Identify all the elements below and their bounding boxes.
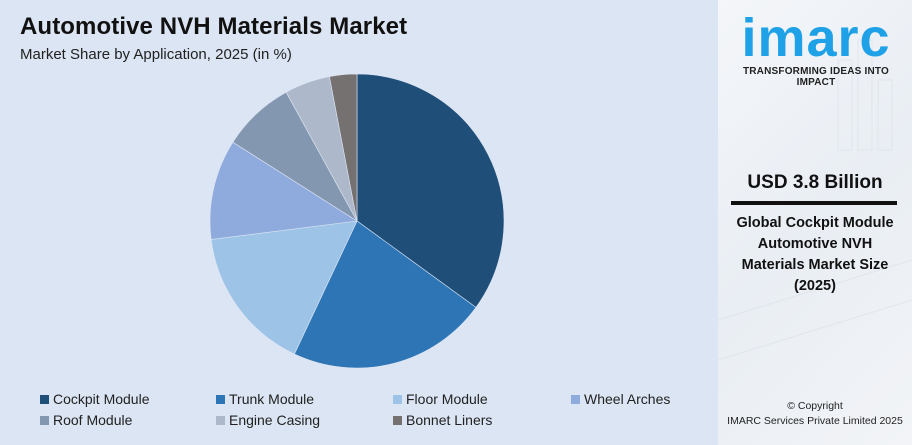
- description-line: Automotive NVH: [757, 236, 873, 252]
- legend-item-roof-module: Roof Module: [40, 412, 132, 428]
- copyright-line: IMARC Services Private Limited 2025: [727, 415, 903, 427]
- legend-swatch: [393, 394, 402, 404]
- legend-item-wheel-arches: Wheel Arches: [571, 391, 670, 407]
- description-line: Global Cockpit Module: [736, 215, 894, 231]
- legend-label: Engine Casing: [229, 412, 321, 428]
- pie-chart: [209, 73, 505, 369]
- background-chart-decoration: [718, 39, 912, 361]
- legend-swatch: [393, 415, 402, 425]
- legend-label: Bonnet Liners: [406, 412, 493, 428]
- description-line: Materials Market Size: [741, 257, 889, 273]
- chart-title: Automotive NVH Materials Market: [20, 13, 408, 40]
- copyright-line: © Copyright: [787, 400, 843, 412]
- legend-label: Trunk Module: [229, 391, 315, 407]
- pie-slice-bonnet-liners: [329, 73, 358, 222]
- legend-item-engine-casing: Engine Casing: [216, 412, 320, 428]
- legend-item-floor-module: Floor Module: [393, 391, 488, 407]
- pie-slice-wheel-arches: [209, 141, 358, 240]
- chart-panel: Automotive NVH Materials Market Market S…: [20, 13, 671, 428]
- pie-slice-cockpit-module: [356, 73, 505, 308]
- market-description: Global Cockpit Module Automotive NVH Mat…: [718, 213, 912, 297]
- market-value: USD 3.8 Billion: [747, 172, 883, 193]
- legend-item-trunk-module: Trunk Module: [216, 391, 314, 407]
- imarc-logo: imarc TRANSFORMING IDEAS INTO IMPACT: [726, 8, 906, 88]
- legend-swatch: [40, 394, 49, 404]
- legend-item-cockpit-module: Cockpit Module: [40, 391, 150, 407]
- divider: [731, 201, 897, 205]
- legend-item-bonnet-liners: Bonnet Liners: [393, 412, 492, 428]
- description-line: (2025): [794, 278, 836, 294]
- legend-swatch: [40, 415, 49, 425]
- legend-label: Floor Module: [406, 391, 488, 407]
- legend-swatch: [216, 415, 225, 425]
- legend-swatch: [571, 394, 580, 404]
- pie-slice-floor-module: [210, 220, 358, 355]
- chart-subtitle: Market Share by Application, 2025 (in %): [20, 46, 292, 63]
- legend-swatch: [216, 394, 225, 404]
- legend-label: Roof Module: [53, 412, 133, 428]
- copyright: © Copyright IMARC Services Private Limit…: [718, 399, 912, 429]
- logo-wordmark: imarc: [741, 8, 891, 68]
- legend-label: Cockpit Module: [53, 391, 150, 407]
- legend-label: Wheel Arches: [584, 391, 671, 407]
- logo-tagline: TRANSFORMING IDEAS INTO IMPACT: [742, 66, 890, 88]
- info-panel: imarc TRANSFORMING IDEAS INTO IMPACT USD…: [718, 0, 912, 445]
